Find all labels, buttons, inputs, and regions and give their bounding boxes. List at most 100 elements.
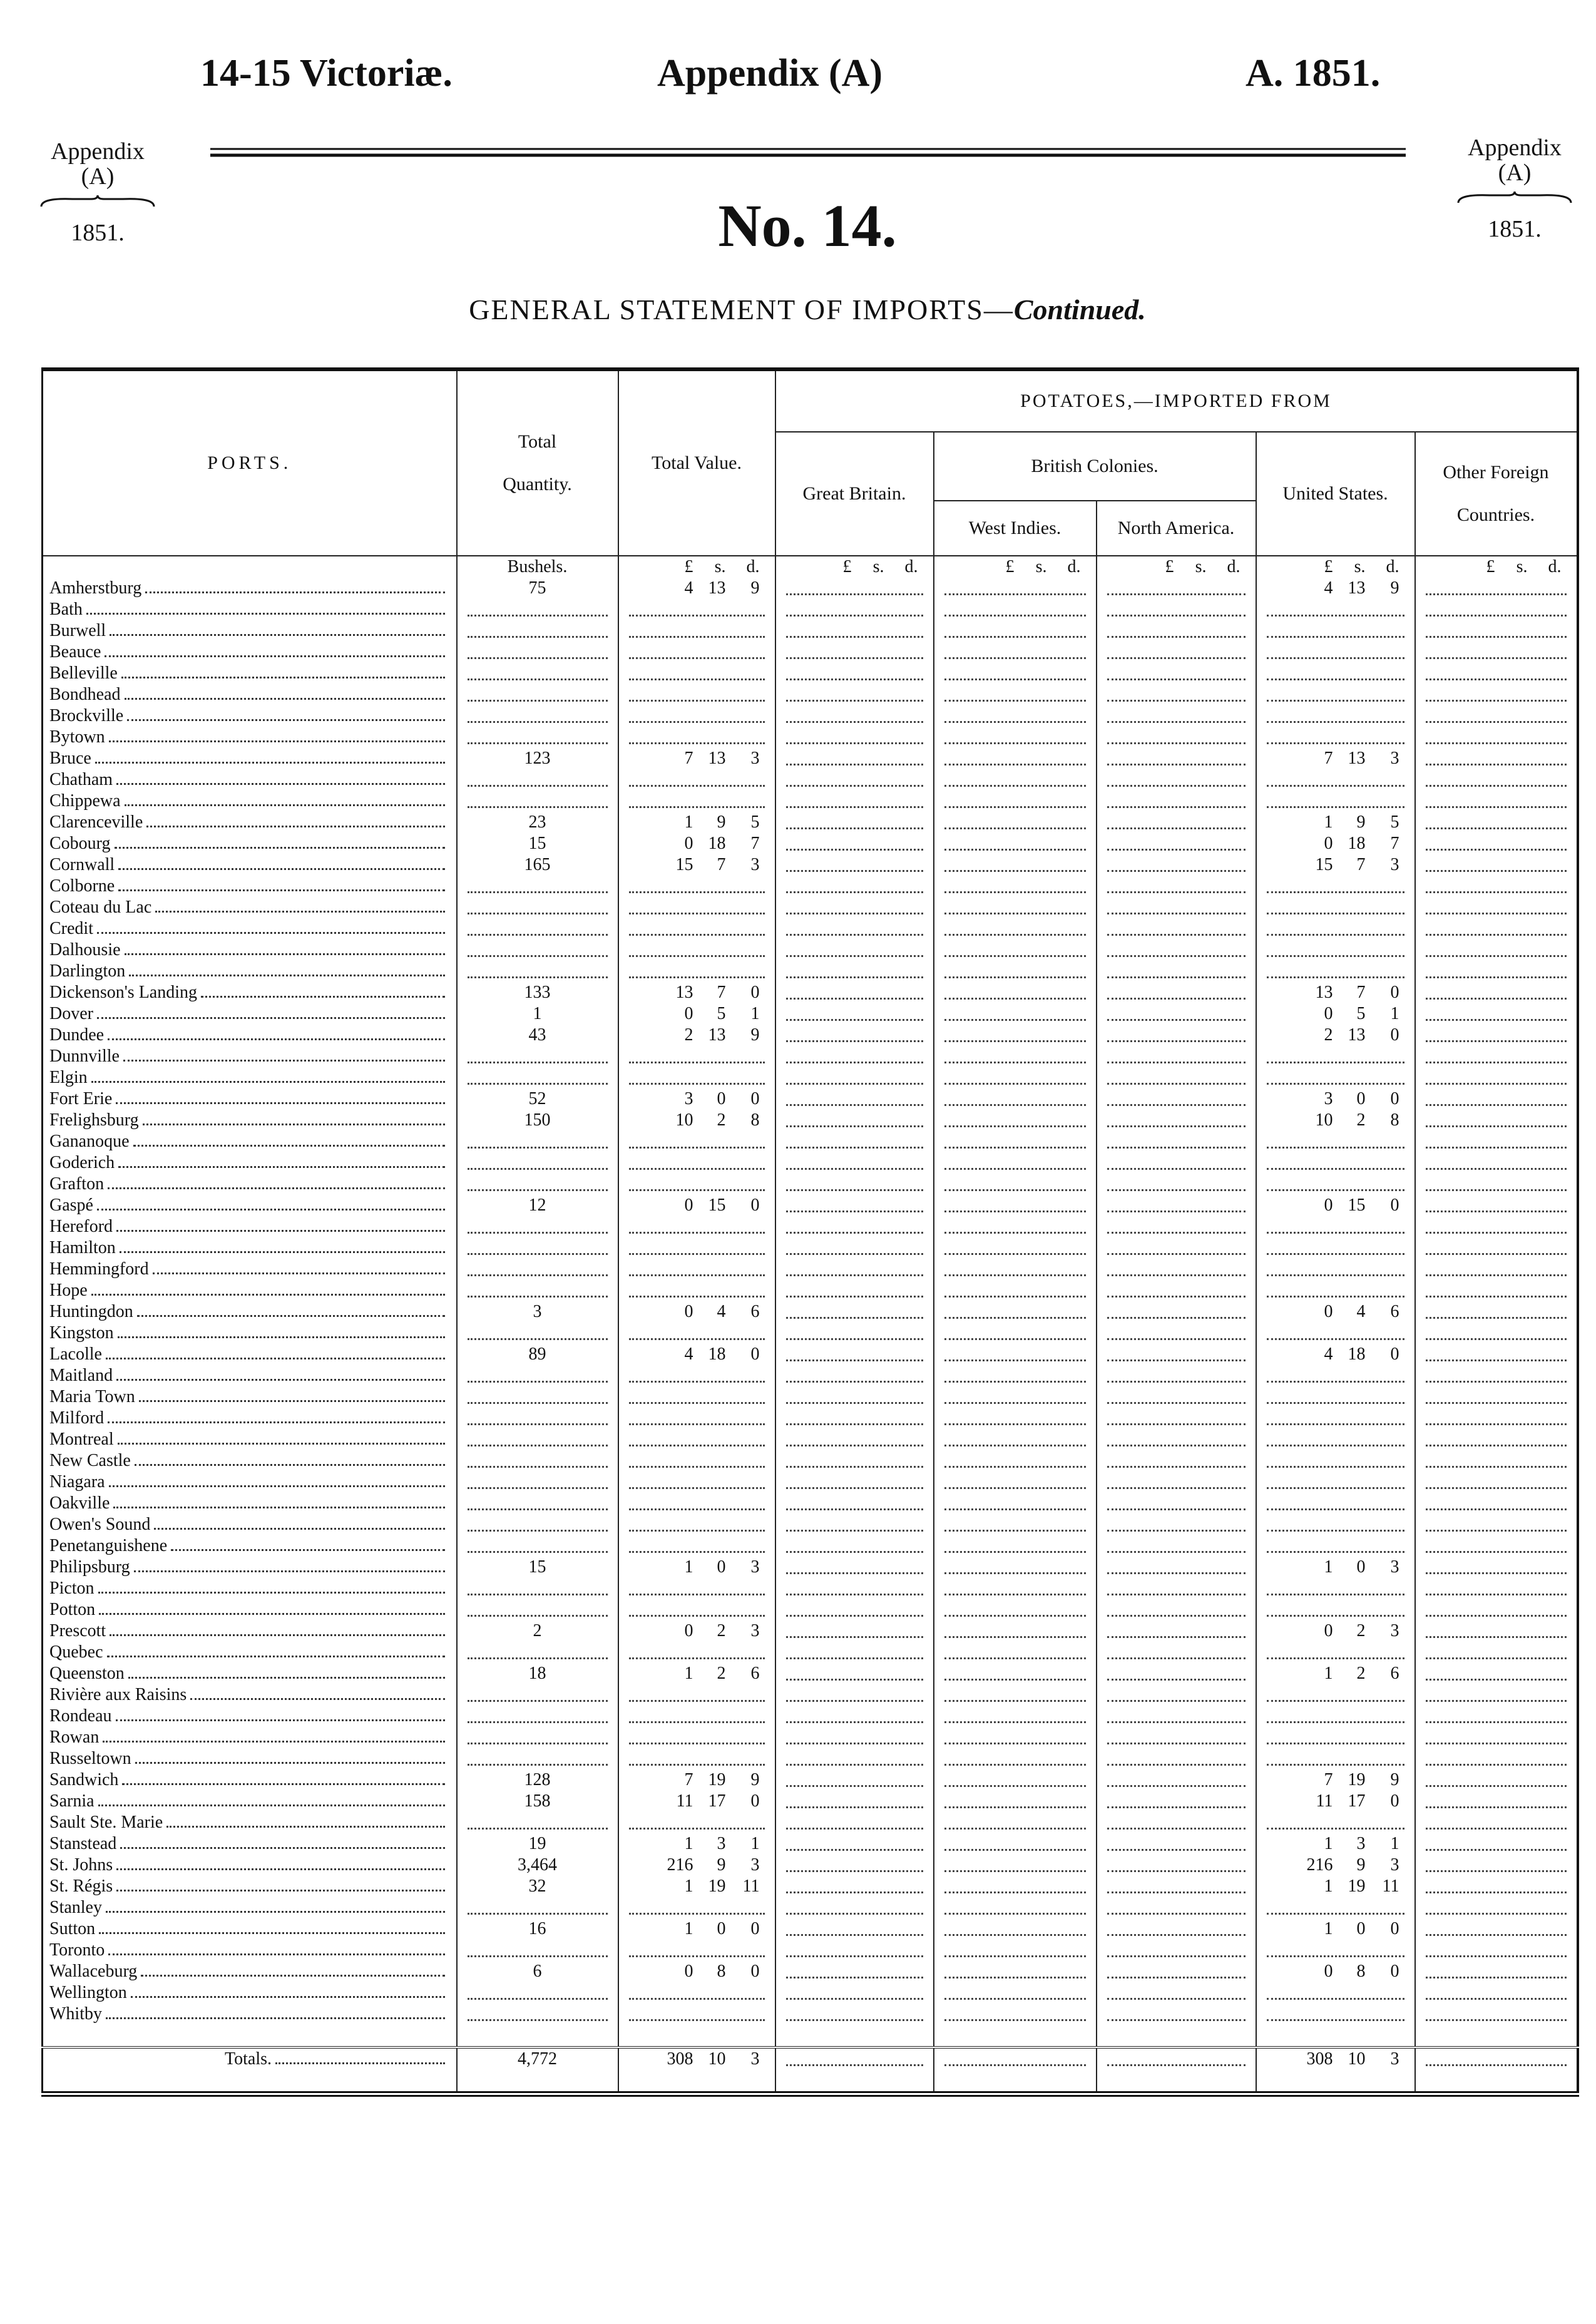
cell: St. Johns [41, 1855, 458, 1876]
leader-dots [785, 1923, 923, 1936]
leader-dots [785, 923, 923, 936]
cell [1414, 2070, 1578, 2094]
leader [145, 591, 445, 593]
cell [774, 1727, 934, 1748]
cell: 123 [456, 748, 619, 769]
cell [1095, 897, 1257, 918]
leader-dots [785, 710, 923, 723]
cell: Quebec [41, 1642, 458, 1663]
port: Sandwich [49, 1769, 450, 1791]
money-l: 0 [1324, 1962, 1333, 1981]
cell: 23 [456, 812, 619, 833]
leader-dots [1425, 1433, 1567, 1446]
leader-dots [628, 2008, 765, 2021]
cell [1095, 1727, 1257, 1748]
cell: Rivière aux Raisins [41, 1684, 458, 1706]
leader-dots [1107, 1540, 1246, 1553]
cell: 0 15 0 [1255, 1195, 1416, 1216]
leader-dots [785, 944, 923, 957]
money-s: 18 [1348, 834, 1366, 853]
leader [118, 868, 445, 870]
leader-dots [628, 1944, 765, 1957]
leader-dots [785, 1093, 923, 1106]
leader [116, 783, 445, 785]
data-row: Hope [41, 1280, 1578, 1301]
port: Quebec [49, 1642, 450, 1663]
leader-dots [944, 901, 1086, 914]
cell [1414, 1088, 1578, 1110]
leader-dots [944, 1391, 1086, 1404]
cell [933, 1493, 1097, 1514]
port-name: Coteau du Lac [49, 898, 152, 917]
cell [933, 1663, 1097, 1684]
leader-dots [1107, 795, 1246, 808]
leader-dots [467, 1050, 608, 1063]
data-row: Owen's Sound [41, 1514, 1578, 1535]
port-name: Fort Erie [49, 1089, 113, 1108]
data-row: Frelighsburg 150 10 2 8 10 2 8 [41, 1110, 1578, 1131]
port: Brockville [49, 705, 450, 727]
cell [1095, 1833, 1257, 1855]
port-name: Gaspé [49, 1195, 93, 1215]
cell [1255, 1408, 1416, 1429]
port: Queenston [49, 1663, 450, 1684]
data-row: Oakville [41, 1493, 1578, 1514]
leader-dots [1107, 944, 1246, 957]
quantity: 4,772 [518, 2049, 557, 2069]
cell [617, 1216, 776, 1237]
money-l: 1 [684, 812, 693, 832]
money-s: 8 [717, 1962, 726, 1981]
cell: Bondhead [41, 684, 458, 705]
cell [1095, 1301, 1257, 1323]
money: 0 18 7 [1263, 833, 1408, 854]
cell: Coteau du Lac [41, 897, 458, 918]
data-row: Lacolle 89 4 18 0 4 18 0 [41, 1344, 1578, 1365]
leader-dots [1266, 1391, 1404, 1404]
cell: £ s. d. [933, 556, 1097, 578]
leader-dots [944, 1157, 1086, 1170]
money-s: 15 [1348, 1195, 1366, 1215]
cell [1095, 1514, 1257, 1535]
leader-dots [1266, 1497, 1404, 1510]
port: Huntingdon [49, 1301, 450, 1323]
cell [774, 1514, 934, 1535]
cell [1414, 1408, 1578, 1429]
leader-dots [1425, 816, 1567, 829]
cell [933, 1025, 1097, 1046]
cell [774, 1174, 934, 1195]
leader-dots [944, 1242, 1086, 1255]
port-name: Cobourg [49, 834, 111, 853]
leader-dots [944, 1476, 1086, 1489]
cell: 89 [456, 1344, 619, 1365]
leader-dots [944, 986, 1086, 1000]
leader-dots [1425, 795, 1567, 808]
leader-dots [1425, 774, 1567, 787]
leader-dots [944, 1923, 1086, 1936]
money-l: 216 [1306, 1855, 1333, 1875]
leader-dots [1107, 1433, 1246, 1446]
cell [774, 1855, 934, 1876]
cell [933, 1174, 1097, 1195]
cell [1414, 663, 1578, 684]
leader-dots [1266, 901, 1404, 914]
cell: Fort Erie [41, 1088, 458, 1110]
side-note-year: 1851. [71, 220, 125, 246]
cell: Colborne [41, 876, 458, 897]
port: Hemmingford [49, 1259, 450, 1280]
leader-dots [785, 1178, 923, 1191]
port: Dalhousie [49, 939, 450, 961]
cell [1414, 1110, 1578, 1131]
cell [1095, 1812, 1257, 1833]
cell: 128 [456, 1769, 619, 1791]
cell [933, 791, 1097, 812]
port-name: Stanstead [49, 1834, 117, 1853]
cell [1255, 663, 1416, 684]
cell [617, 1599, 776, 1620]
cell [1095, 1046, 1257, 1067]
cell: 4,772 [456, 2046, 619, 2070]
money-d: 0 [1390, 1791, 1399, 1811]
money-d: 3 [1390, 1621, 1399, 1641]
money: £ s. d. [625, 556, 769, 578]
cell [774, 748, 934, 769]
